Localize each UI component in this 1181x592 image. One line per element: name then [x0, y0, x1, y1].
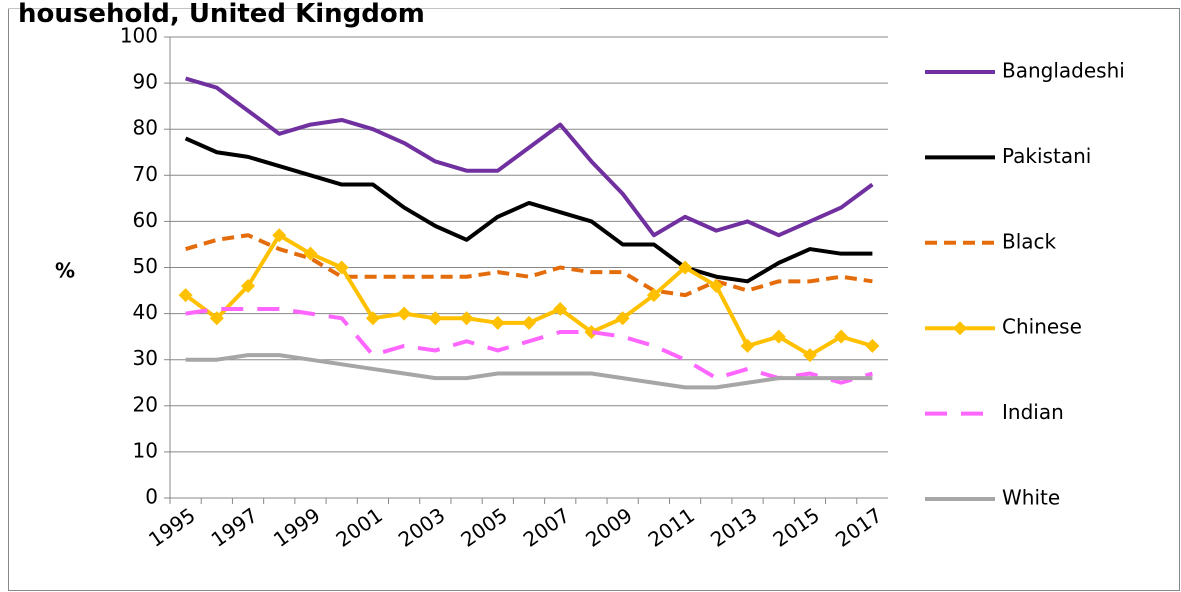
point-marker	[646, 288, 661, 303]
x-tick-label: 2011	[644, 503, 699, 552]
point-marker	[834, 329, 849, 344]
y-tick-label: 50	[133, 254, 158, 278]
point-marker	[241, 278, 256, 293]
x-tick-label: 2013	[706, 503, 761, 552]
x-tick-label: 2003	[394, 503, 449, 552]
y-tick-label: 70	[133, 162, 158, 186]
series-line	[185, 353, 873, 390]
y-axis-label: %	[55, 259, 75, 283]
point-marker	[678, 260, 693, 275]
x-tick-label: 2009	[581, 503, 636, 552]
chart-frame	[8, 8, 1180, 591]
y-tick-label: 80	[133, 116, 158, 140]
title-backdrop	[0, 0, 560, 9]
series-line	[185, 306, 873, 385]
series-line	[184, 233, 873, 358]
y-tick-label: 30	[133, 346, 158, 370]
y-tick-label: 60	[133, 208, 158, 232]
point-marker	[209, 311, 224, 326]
point-marker	[178, 288, 193, 303]
point-marker	[459, 311, 474, 326]
x-tick-label: 2015	[769, 503, 824, 552]
y-tick-label: 20	[133, 392, 158, 416]
legend-label: Black	[1002, 229, 1057, 253]
legend-marker	[953, 321, 967, 336]
x-tick-label: 2001	[331, 503, 386, 552]
chart-title: household, United Kingdom	[18, 0, 425, 29]
y-tick-label: 40	[133, 300, 158, 324]
point-marker	[334, 260, 349, 275]
y-tick-label: 100	[120, 24, 158, 48]
legend-label: White	[1002, 486, 1060, 510]
legend-label: Bangladeshi	[1002, 59, 1125, 83]
x-tick-label: 2005	[456, 503, 511, 552]
point-marker	[865, 338, 880, 353]
point-marker	[584, 325, 599, 340]
point-marker	[490, 315, 505, 330]
series-line	[185, 76, 874, 238]
point-marker	[272, 228, 287, 243]
point-marker	[522, 315, 536, 330]
x-tick-label: 2007	[519, 503, 574, 552]
legend-label: Indian	[1002, 400, 1064, 424]
x-tick-label: 1997	[207, 503, 262, 552]
x-tick-label: 1999	[269, 503, 324, 552]
point-marker	[428, 311, 443, 326]
point-marker	[740, 338, 755, 353]
point-marker	[365, 311, 380, 326]
y-tick-label: 10	[133, 438, 158, 462]
point-marker	[802, 348, 817, 363]
point-marker	[771, 329, 786, 344]
point-marker	[303, 246, 318, 261]
legend-label: Chinese	[1002, 315, 1082, 339]
point-marker	[553, 301, 568, 316]
y-tick-label: 0	[145, 485, 158, 509]
series-line	[185, 233, 873, 298]
y-tick-label: 90	[133, 70, 158, 94]
point-marker	[615, 311, 630, 326]
point-marker	[709, 278, 724, 293]
series-line	[184, 136, 873, 284]
x-tick-label: 2017	[831, 503, 886, 552]
legend-label: Pakistani	[1002, 144, 1091, 168]
point-marker	[397, 306, 412, 321]
x-tick-label: 1995	[144, 503, 199, 552]
